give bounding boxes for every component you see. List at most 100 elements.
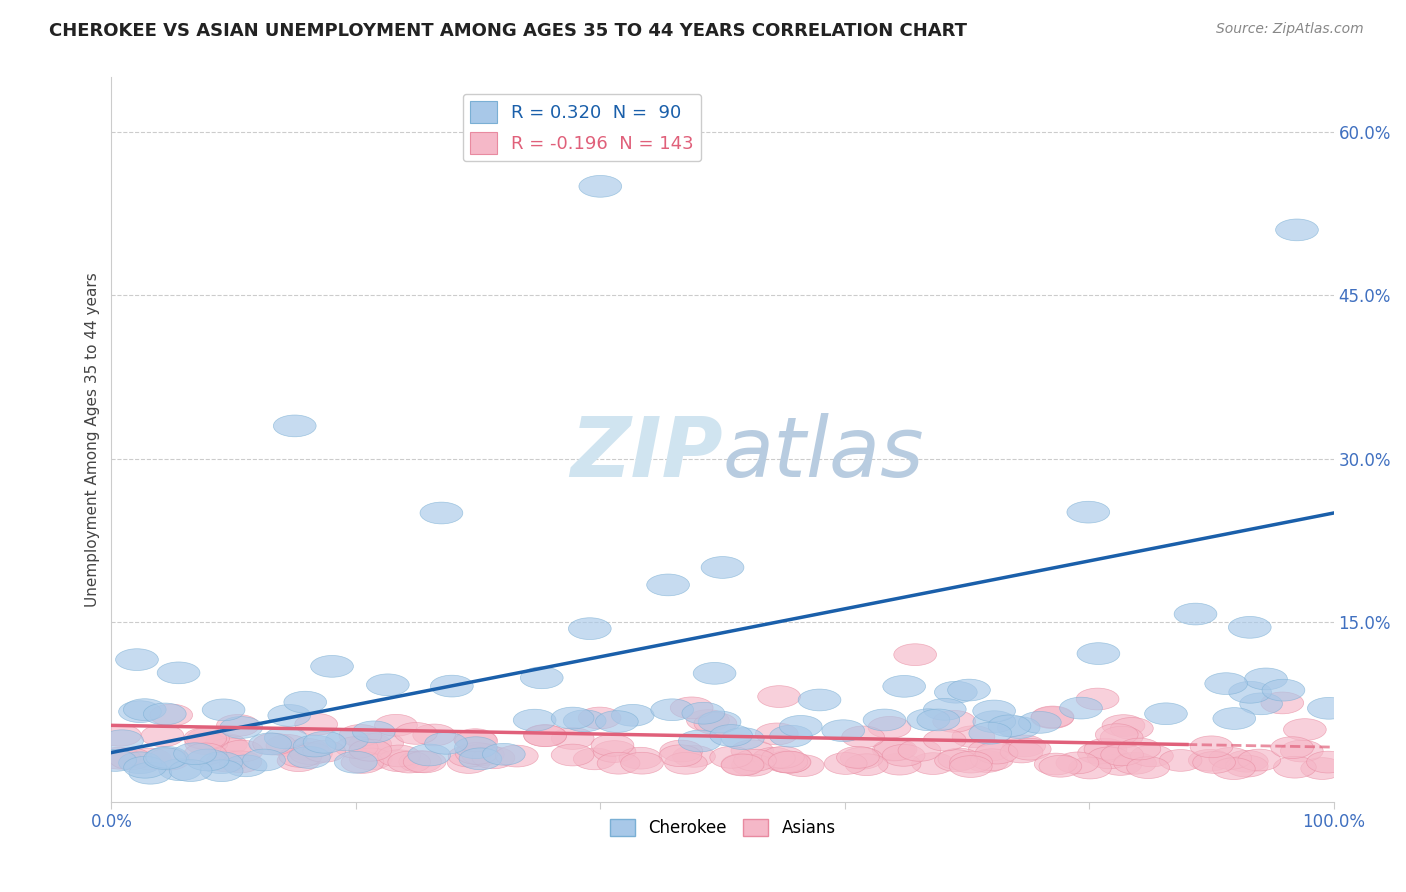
Ellipse shape [349, 739, 392, 761]
Ellipse shape [267, 705, 311, 726]
Ellipse shape [612, 705, 654, 726]
Ellipse shape [574, 748, 616, 770]
Ellipse shape [842, 726, 884, 747]
Ellipse shape [1308, 698, 1350, 719]
Ellipse shape [969, 739, 1011, 761]
Ellipse shape [388, 751, 430, 773]
Ellipse shape [148, 748, 190, 770]
Ellipse shape [1099, 754, 1142, 775]
Ellipse shape [482, 743, 526, 765]
Ellipse shape [124, 698, 166, 721]
Ellipse shape [699, 711, 741, 733]
Ellipse shape [1271, 737, 1313, 758]
Ellipse shape [367, 674, 409, 696]
Ellipse shape [520, 667, 564, 689]
Ellipse shape [425, 732, 467, 755]
Ellipse shape [823, 720, 865, 741]
Ellipse shape [353, 721, 395, 743]
Ellipse shape [1275, 219, 1319, 241]
Ellipse shape [243, 749, 285, 771]
Ellipse shape [1056, 752, 1098, 773]
Ellipse shape [290, 743, 332, 764]
Ellipse shape [288, 747, 330, 768]
Ellipse shape [682, 702, 724, 724]
Ellipse shape [404, 751, 446, 772]
Ellipse shape [1237, 749, 1281, 771]
Ellipse shape [579, 176, 621, 197]
Ellipse shape [651, 698, 693, 721]
Ellipse shape [217, 714, 259, 736]
Ellipse shape [94, 749, 136, 772]
Ellipse shape [219, 716, 263, 739]
Ellipse shape [924, 698, 966, 720]
Ellipse shape [969, 723, 1012, 744]
Ellipse shape [551, 744, 593, 766]
Ellipse shape [551, 707, 593, 729]
Ellipse shape [710, 724, 752, 747]
Ellipse shape [207, 750, 249, 772]
Ellipse shape [702, 557, 744, 578]
Ellipse shape [349, 733, 391, 755]
Ellipse shape [1301, 757, 1344, 780]
Ellipse shape [721, 754, 763, 775]
Ellipse shape [1306, 751, 1350, 773]
Ellipse shape [395, 723, 437, 744]
Ellipse shape [779, 715, 823, 738]
Ellipse shape [141, 725, 184, 747]
Ellipse shape [938, 748, 981, 770]
Ellipse shape [879, 753, 921, 775]
Ellipse shape [1261, 692, 1303, 714]
Ellipse shape [249, 733, 291, 755]
Ellipse shape [1212, 757, 1256, 780]
Ellipse shape [264, 727, 307, 748]
Ellipse shape [845, 754, 889, 775]
Ellipse shape [721, 728, 765, 749]
Ellipse shape [295, 714, 337, 735]
Ellipse shape [973, 711, 1015, 732]
Ellipse shape [1284, 719, 1326, 740]
Ellipse shape [456, 742, 498, 764]
Ellipse shape [1244, 668, 1288, 690]
Ellipse shape [294, 735, 336, 757]
Ellipse shape [150, 704, 193, 726]
Ellipse shape [98, 724, 141, 747]
Ellipse shape [1274, 756, 1316, 778]
Ellipse shape [824, 753, 868, 774]
Ellipse shape [1095, 723, 1137, 746]
Ellipse shape [755, 723, 799, 745]
Ellipse shape [1118, 739, 1161, 760]
Ellipse shape [863, 709, 905, 731]
Ellipse shape [619, 747, 662, 769]
Ellipse shape [208, 738, 252, 760]
Ellipse shape [98, 747, 141, 769]
Ellipse shape [710, 747, 752, 768]
Ellipse shape [523, 724, 567, 747]
Ellipse shape [524, 725, 567, 747]
Ellipse shape [273, 415, 316, 437]
Ellipse shape [568, 618, 612, 640]
Ellipse shape [184, 743, 226, 764]
Ellipse shape [593, 740, 636, 763]
Ellipse shape [1126, 756, 1170, 779]
Ellipse shape [361, 732, 404, 754]
Legend: Cherokee, Asians: Cherokee, Asians [603, 813, 842, 844]
Ellipse shape [564, 710, 606, 731]
Ellipse shape [932, 711, 976, 732]
Ellipse shape [1076, 688, 1119, 710]
Ellipse shape [124, 756, 166, 778]
Ellipse shape [894, 644, 936, 665]
Ellipse shape [1263, 680, 1305, 701]
Ellipse shape [872, 739, 915, 761]
Ellipse shape [186, 749, 229, 771]
Ellipse shape [458, 747, 502, 770]
Ellipse shape [952, 726, 995, 747]
Ellipse shape [1209, 747, 1251, 769]
Ellipse shape [1174, 603, 1218, 625]
Ellipse shape [907, 709, 950, 731]
Ellipse shape [266, 734, 309, 756]
Ellipse shape [1018, 712, 1062, 733]
Ellipse shape [1084, 739, 1126, 760]
Ellipse shape [1213, 707, 1256, 730]
Ellipse shape [1002, 735, 1046, 756]
Ellipse shape [1060, 698, 1102, 719]
